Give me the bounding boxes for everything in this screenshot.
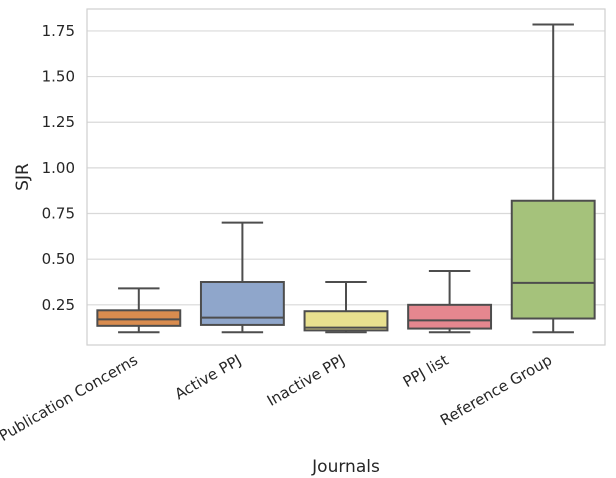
box-2	[303, 281, 389, 334]
x-tick-label: Inactive PPJ	[264, 351, 348, 410]
grid-lines	[87, 30, 605, 306]
box-0	[96, 287, 182, 334]
y-tick-label: 0.50	[42, 250, 75, 268]
x-tick-label: Active PPJ	[172, 351, 245, 403]
y-tick-label: 1.75	[42, 22, 75, 40]
x-tick-label: Reference Group	[437, 351, 555, 430]
x-tick-label: PPJ list	[400, 351, 452, 391]
box-iqr	[96, 309, 182, 327]
y-tick-label: 0.25	[42, 296, 75, 314]
box-4	[510, 23, 596, 334]
box-iqr	[510, 199, 596, 320]
y-tick-label: 1.25	[42, 113, 75, 131]
y-tick-label: 1.00	[42, 159, 75, 177]
box-iqr	[303, 310, 389, 332]
plot-frame	[86, 8, 606, 346]
y-tick-label: 0.75	[42, 205, 75, 223]
x-tick-label: Publication Concerns	[0, 351, 141, 445]
x-tick-labels: Publication Concerns Active PPJ Inactive P…	[0, 351, 555, 445]
x-axis-label: Journals	[311, 457, 380, 477]
box-series	[96, 23, 596, 334]
y-tick-labels: 0.25 0.50 0.75 1.00 1.25 1.50 1.75	[42, 22, 75, 314]
y-axis-label: SJR	[13, 163, 33, 191]
box-iqr	[407, 303, 493, 330]
box-3	[407, 270, 493, 334]
y-tick-label: 1.50	[42, 68, 75, 86]
box-1	[199, 221, 285, 334]
